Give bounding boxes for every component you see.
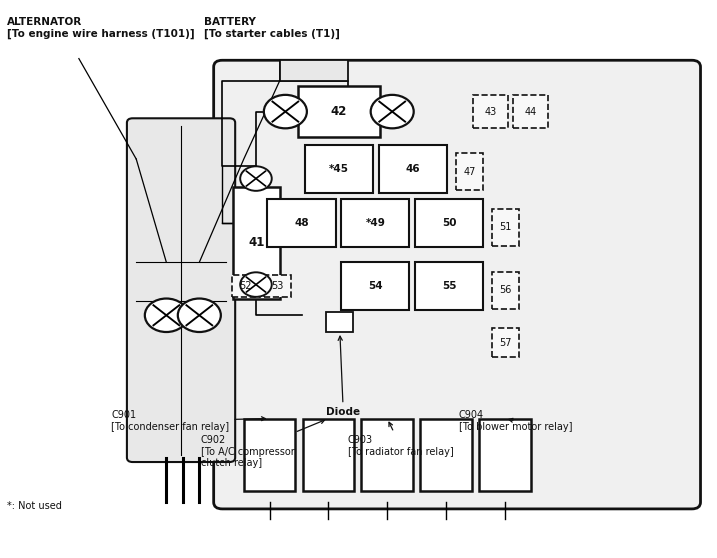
Text: 56: 56 — [499, 286, 512, 295]
Text: 44: 44 — [524, 107, 537, 117]
Bar — [479, 418, 531, 491]
Text: 50: 50 — [442, 218, 457, 228]
Bar — [298, 86, 380, 137]
Bar — [415, 262, 483, 310]
Circle shape — [371, 95, 414, 128]
Bar — [280, 60, 348, 81]
Text: 52: 52 — [239, 281, 252, 291]
Circle shape — [240, 166, 272, 191]
Text: *45: *45 — [329, 164, 348, 174]
Bar — [244, 418, 295, 491]
Bar — [326, 312, 353, 332]
Bar — [267, 199, 336, 247]
Bar — [232, 275, 260, 297]
Circle shape — [145, 299, 188, 332]
Bar — [415, 199, 483, 247]
Text: 53: 53 — [271, 281, 284, 291]
Text: BATTERY
[To starter cables (T1)]: BATTERY [To starter cables (T1)] — [204, 17, 341, 39]
Circle shape — [264, 95, 307, 128]
Text: *: Not used: *: Not used — [7, 501, 62, 511]
Text: 41: 41 — [248, 236, 265, 249]
Text: 43: 43 — [484, 107, 497, 117]
Bar — [492, 272, 519, 309]
Text: 54: 54 — [368, 281, 383, 291]
Circle shape — [178, 299, 221, 332]
Text: 47: 47 — [463, 167, 476, 176]
Text: 48: 48 — [294, 218, 309, 228]
Bar — [473, 95, 508, 128]
Text: *49: *49 — [366, 218, 385, 228]
FancyBboxPatch shape — [214, 60, 701, 509]
Text: 46: 46 — [405, 164, 420, 174]
Bar — [361, 418, 413, 491]
Bar — [492, 209, 519, 246]
Bar — [341, 262, 409, 310]
Text: ALTERNATOR
[To engine wire harness (T101)]: ALTERNATOR [To engine wire harness (T101… — [7, 17, 195, 39]
Bar — [233, 187, 280, 299]
Bar — [379, 145, 447, 193]
Bar — [456, 153, 483, 190]
Bar — [420, 418, 472, 491]
Bar — [303, 418, 354, 491]
Text: 55: 55 — [442, 281, 457, 291]
Text: C904
[To blower motor relay]: C904 [To blower motor relay] — [459, 410, 572, 432]
Bar — [341, 199, 409, 247]
Text: 57: 57 — [499, 338, 512, 348]
Bar — [513, 95, 548, 128]
Text: 42: 42 — [331, 105, 347, 118]
Text: 51: 51 — [499, 223, 512, 232]
Text: C903
[To radiator fan relay]: C903 [To radiator fan relay] — [348, 422, 453, 457]
Text: C901
[To condenser fan relay]: C901 [To condenser fan relay] — [111, 410, 265, 432]
Text: C902
[To A/C compressor
clutch relay]: C902 [To A/C compressor clutch relay] — [201, 420, 325, 468]
Bar — [264, 275, 291, 297]
Bar — [305, 145, 373, 193]
Text: Diode: Diode — [326, 336, 361, 417]
Circle shape — [240, 272, 272, 297]
FancyBboxPatch shape — [127, 118, 235, 462]
Bar — [492, 328, 519, 357]
